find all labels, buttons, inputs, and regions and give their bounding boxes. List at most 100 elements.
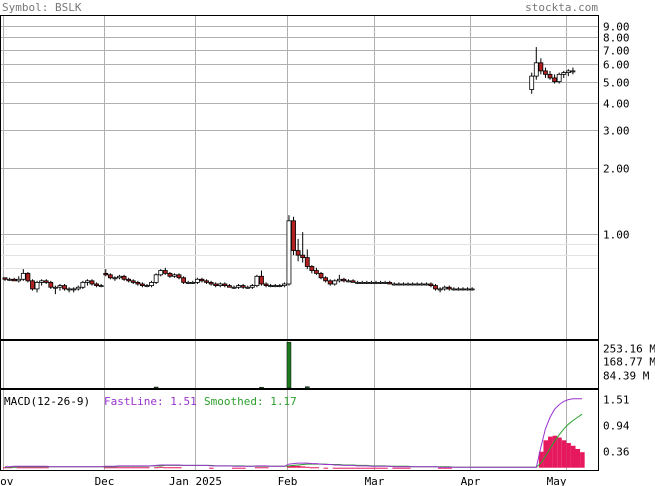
macd-histogram-bar (163, 467, 168, 469)
candle-body (167, 272, 173, 277)
candle-body (213, 283, 219, 287)
candle-body (281, 283, 287, 287)
macd-histogram-bar (254, 467, 260, 469)
candle-body (204, 280, 209, 283)
macd-histogram-bar (566, 443, 571, 468)
candle-body (34, 281, 40, 290)
price-tick-label: 7.00 (603, 45, 630, 58)
macd-label: MACD(12-26-9) (4, 395, 90, 408)
symbol-label: Symbol: BSLK (2, 1, 82, 14)
macd-histogram-bar (438, 467, 443, 469)
volume-tick-label: 253.16 M (603, 343, 655, 356)
candle-body (341, 278, 347, 282)
macd-histogram-bar (392, 467, 397, 469)
candle-body (121, 275, 127, 280)
candle-body (465, 288, 470, 291)
macd-histogram-bar (135, 467, 141, 469)
candle-body (89, 280, 95, 285)
candle-body (227, 285, 232, 288)
macd-histogram-bar (401, 467, 407, 469)
candle-body (318, 272, 324, 279)
candle-body (149, 281, 154, 287)
price-tick-label: 8.00 (603, 32, 630, 45)
macd-histogram-bar (291, 465, 297, 468)
grid-lines (1, 16, 598, 470)
volume-tick-label: 84.39 M (603, 370, 650, 383)
candle-body (547, 73, 553, 79)
macd-histogram-bar (232, 467, 237, 469)
candle-body (75, 286, 81, 290)
volume-bar (259, 386, 264, 389)
candle-body (323, 277, 329, 282)
macd-histogram-bar (35, 467, 40, 469)
macd-histogram-bar (314, 467, 320, 469)
x-tick-label: Nov (0, 475, 14, 486)
candle-body (199, 278, 205, 282)
candle-body (240, 285, 246, 288)
macd-histogram-bar (286, 465, 292, 468)
macd-histogram-bar (131, 467, 136, 469)
macd-histogram-bar (570, 445, 576, 468)
volume-bar (153, 386, 159, 389)
candle-body (217, 283, 223, 287)
candle-body (107, 274, 113, 279)
candle-body (153, 274, 159, 283)
macd-histogram-bar (140, 467, 145, 469)
macd-histogram-bar (30, 467, 36, 469)
candle-body (552, 77, 557, 83)
candle-body (272, 285, 278, 288)
macd-histogram-bar (167, 467, 173, 469)
candle-body (442, 286, 448, 290)
candle-body (43, 280, 49, 283)
candle-body (172, 274, 177, 277)
candle-body (355, 281, 361, 284)
candle-body (291, 220, 296, 251)
candle-body (359, 281, 365, 284)
candle-body (309, 266, 315, 271)
candle-body (7, 278, 12, 281)
x-tick-label: Mar (365, 475, 385, 486)
candle-body (561, 72, 567, 75)
macd-histogram-bar (552, 435, 558, 468)
price-tick-label: 2.00 (603, 163, 630, 176)
candle-body (57, 285, 63, 288)
candle-body (98, 285, 104, 288)
candle-body (533, 62, 539, 77)
macd-histogram-bar (337, 467, 342, 469)
macd-histogram-bar (561, 440, 567, 468)
macd-histogram-bar (442, 467, 448, 469)
macd-histogram-bar (538, 451, 544, 468)
candle-body (469, 288, 475, 291)
macd-histogram-bar (259, 467, 265, 469)
macd-histogram-bar (383, 467, 388, 469)
candle-body (208, 281, 214, 285)
candle-body (396, 283, 402, 286)
candle-body (254, 275, 260, 287)
candle-body (428, 283, 434, 287)
candle-body (117, 275, 122, 279)
candle-body (405, 283, 411, 286)
candle-body (80, 281, 86, 288)
candle-body (286, 220, 292, 285)
candle-body (364, 281, 370, 284)
candle-body (190, 281, 196, 284)
volume-tick-label: 168.77 M (603, 356, 655, 369)
candle-body (378, 281, 383, 284)
candle-body (245, 286, 251, 289)
volume-bar (305, 386, 310, 389)
macd-histogram-bar (117, 467, 123, 469)
macd-histogram-bar (172, 467, 178, 469)
macd-histogram-bar (209, 467, 214, 469)
candle-body (144, 285, 150, 288)
macd-histogram-bar (575, 448, 581, 468)
candle-body (391, 283, 397, 286)
macd-tick-label: 0.36 (603, 446, 630, 459)
macd-smoothed-label: Smoothed: 1.17 (204, 395, 297, 408)
macd-tick-label: 1.51 (603, 394, 630, 407)
candle-body (346, 280, 351, 283)
macd-histogram-bar (158, 466, 164, 468)
candle-body (543, 70, 548, 75)
candle-body (446, 286, 452, 290)
candle-body (94, 283, 99, 287)
candle-body (139, 283, 145, 287)
